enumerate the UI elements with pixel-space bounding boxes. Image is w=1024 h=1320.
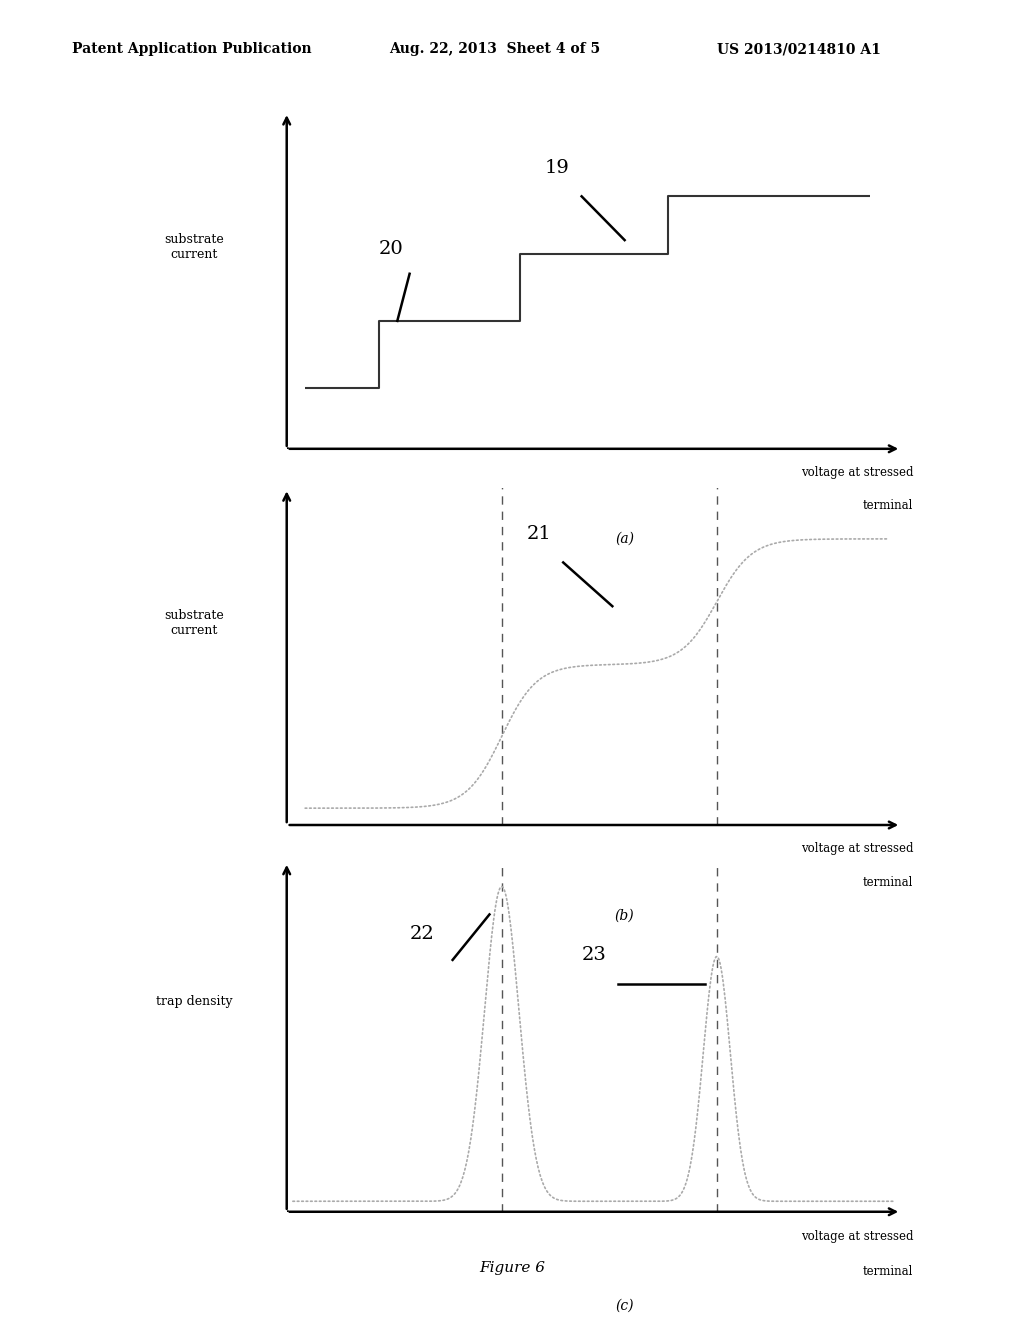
Text: Aug. 22, 2013  Sheet 4 of 5: Aug. 22, 2013 Sheet 4 of 5 — [389, 42, 600, 57]
Text: 20: 20 — [379, 239, 403, 257]
Text: voltage at stressed: voltage at stressed — [801, 466, 913, 479]
Text: substrate
current: substrate current — [165, 232, 224, 261]
Text: 21: 21 — [526, 525, 551, 543]
Text: trap density: trap density — [157, 995, 232, 1008]
Text: voltage at stressed: voltage at stressed — [801, 842, 913, 855]
Text: (c): (c) — [615, 1299, 634, 1312]
Text: 19: 19 — [545, 158, 569, 177]
Text: US 2013/0214810 A1: US 2013/0214810 A1 — [717, 42, 881, 57]
Text: (b): (b) — [614, 908, 635, 923]
Text: substrate
current: substrate current — [165, 609, 224, 638]
Text: 23: 23 — [582, 946, 606, 964]
Text: (a): (a) — [615, 532, 634, 546]
Text: terminal: terminal — [863, 499, 913, 512]
Text: 22: 22 — [410, 925, 434, 942]
Text: terminal: terminal — [863, 1265, 913, 1278]
Text: voltage at stressed: voltage at stressed — [801, 1230, 913, 1242]
Text: Figure 6: Figure 6 — [479, 1262, 545, 1275]
Text: terminal: terminal — [863, 875, 913, 888]
Text: Patent Application Publication: Patent Application Publication — [72, 42, 311, 57]
